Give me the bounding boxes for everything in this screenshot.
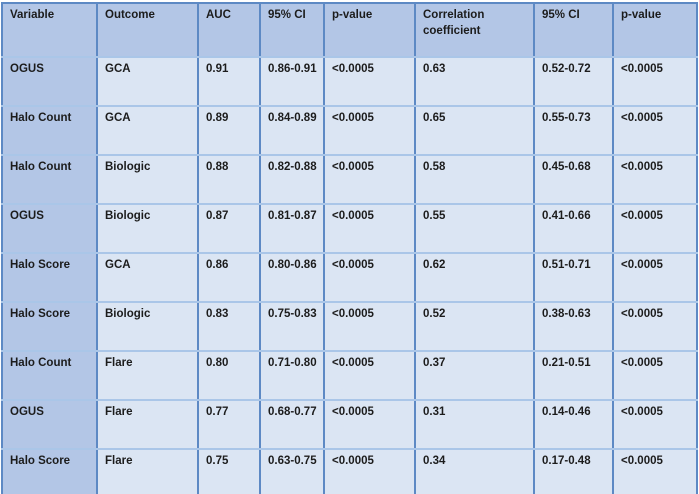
header-corr-pvalue: p-value — [613, 3, 698, 58]
cell-corr-pvalue: <0.0005 — [613, 449, 698, 494]
cell-auc-pvalue: <0.0005 — [324, 106, 416, 156]
cell-auc: 0.91 — [198, 57, 261, 107]
cell-auc-pvalue: <0.0005 — [324, 204, 416, 254]
cell-corr-ci: 0.17-0.48 — [534, 449, 614, 494]
header-outcome: Outcome — [97, 3, 199, 58]
cell-corr-pvalue: <0.0005 — [613, 351, 698, 401]
cell-auc-pvalue: <0.0005 — [324, 155, 416, 205]
table-row: Halo Score Biologic 0.83 0.75-0.83 <0.00… — [2, 302, 698, 352]
cell-variable: Halo Count — [2, 106, 98, 156]
cell-corr-ci: 0.52-0.72 — [534, 57, 614, 107]
cell-outcome: GCA — [97, 106, 199, 156]
cell-corr-pvalue: <0.0005 — [613, 400, 698, 450]
header-correlation-coefficient: Correlation coefficient — [415, 3, 535, 58]
cell-corr-ci: 0.55-0.73 — [534, 106, 614, 156]
cell-auc: 0.88 — [198, 155, 261, 205]
cell-corr-ci: 0.21-0.51 — [534, 351, 614, 401]
cell-auc-pvalue: <0.0005 — [324, 400, 416, 450]
cell-corr-ci: 0.41-0.66 — [534, 204, 614, 254]
cell-correlation: 0.63 — [415, 57, 535, 107]
cell-auc-ci: 0.80-0.86 — [260, 253, 325, 303]
cell-auc-pvalue: <0.0005 — [324, 253, 416, 303]
cell-outcome: Flare — [97, 351, 199, 401]
cell-auc-ci: 0.68-0.77 — [260, 400, 325, 450]
cell-correlation: 0.37 — [415, 351, 535, 401]
cell-auc-ci: 0.84-0.89 — [260, 106, 325, 156]
cell-auc-pvalue: <0.0005 — [324, 57, 416, 107]
table-row: Halo Score Flare 0.75 0.63-0.75 <0.0005 … — [2, 449, 698, 494]
cell-correlation: 0.58 — [415, 155, 535, 205]
cell-auc-ci: 0.81-0.87 — [260, 204, 325, 254]
cell-auc: 0.87 — [198, 204, 261, 254]
cell-corr-pvalue: <0.0005 — [613, 253, 698, 303]
cell-outcome: GCA — [97, 253, 199, 303]
cell-variable: OGUS — [2, 204, 98, 254]
cell-outcome: Biologic — [97, 204, 199, 254]
cell-auc-ci: 0.86-0.91 — [260, 57, 325, 107]
cell-auc: 0.80 — [198, 351, 261, 401]
cell-corr-ci: 0.38-0.63 — [534, 302, 614, 352]
cell-auc: 0.86 — [198, 253, 261, 303]
table-row: OGUS GCA 0.91 0.86-0.91 <0.0005 0.63 0.5… — [2, 57, 698, 107]
header-auc-ci: 95% CI — [260, 3, 325, 58]
cell-corr-pvalue: <0.0005 — [613, 302, 698, 352]
table-row: Halo Count Flare 0.80 0.71-0.80 <0.0005 … — [2, 351, 698, 401]
cell-auc-ci: 0.75-0.83 — [260, 302, 325, 352]
cell-auc-pvalue: <0.0005 — [324, 449, 416, 494]
cell-corr-pvalue: <0.0005 — [613, 57, 698, 107]
cell-outcome: GCA — [97, 57, 199, 107]
cell-auc-pvalue: <0.0005 — [324, 351, 416, 401]
cell-variable: Halo Count — [2, 351, 98, 401]
cell-auc: 0.83 — [198, 302, 261, 352]
header-variable: Variable — [2, 3, 98, 58]
table-row: Halo Score GCA 0.86 0.80-0.86 <0.0005 0.… — [2, 253, 698, 303]
table-row: Halo Count GCA 0.89 0.84-0.89 <0.0005 0.… — [2, 106, 698, 156]
cell-corr-pvalue: <0.0005 — [613, 155, 698, 205]
cell-correlation: 0.34 — [415, 449, 535, 494]
cell-correlation: 0.65 — [415, 106, 535, 156]
cell-variable: OGUS — [2, 400, 98, 450]
cell-corr-ci: 0.51-0.71 — [534, 253, 614, 303]
cell-auc-ci: 0.82-0.88 — [260, 155, 325, 205]
cell-corr-pvalue: <0.0005 — [613, 204, 698, 254]
cell-corr-pvalue: <0.0005 — [613, 106, 698, 156]
cell-correlation: 0.52 — [415, 302, 535, 352]
header-auc: AUC — [198, 3, 261, 58]
table-row: Halo Count Biologic 0.88 0.82-0.88 <0.00… — [2, 155, 698, 205]
cell-variable: Halo Score — [2, 449, 98, 494]
cell-correlation: 0.62 — [415, 253, 535, 303]
cell-variable: OGUS — [2, 57, 98, 107]
cell-variable: Halo Count — [2, 155, 98, 205]
table-row: OGUS Biologic 0.87 0.81-0.87 <0.0005 0.5… — [2, 204, 698, 254]
cell-corr-ci: 0.14-0.46 — [534, 400, 614, 450]
cell-auc-ci: 0.63-0.75 — [260, 449, 325, 494]
cell-correlation: 0.31 — [415, 400, 535, 450]
header-row: Variable Outcome AUC 95% CI p-value Corr… — [2, 3, 698, 58]
cell-variable: Halo Score — [2, 253, 98, 303]
header-auc-pvalue: p-value — [324, 3, 416, 58]
cell-variable: Halo Score — [2, 302, 98, 352]
cell-corr-ci: 0.45-0.68 — [534, 155, 614, 205]
cell-correlation: 0.55 — [415, 204, 535, 254]
cell-outcome: Biologic — [97, 155, 199, 205]
header-corr-ci: 95% CI — [534, 3, 614, 58]
cell-outcome: Flare — [97, 400, 199, 450]
cell-auc: 0.89 — [198, 106, 261, 156]
cell-outcome: Biologic — [97, 302, 199, 352]
cell-auc-ci: 0.71-0.80 — [260, 351, 325, 401]
cell-auc-pvalue: <0.0005 — [324, 302, 416, 352]
table-row: OGUS Flare 0.77 0.68-0.77 <0.0005 0.31 0… — [2, 400, 698, 450]
cell-auc: 0.77 — [198, 400, 261, 450]
cell-outcome: Flare — [97, 449, 199, 494]
cell-auc: 0.75 — [198, 449, 261, 494]
